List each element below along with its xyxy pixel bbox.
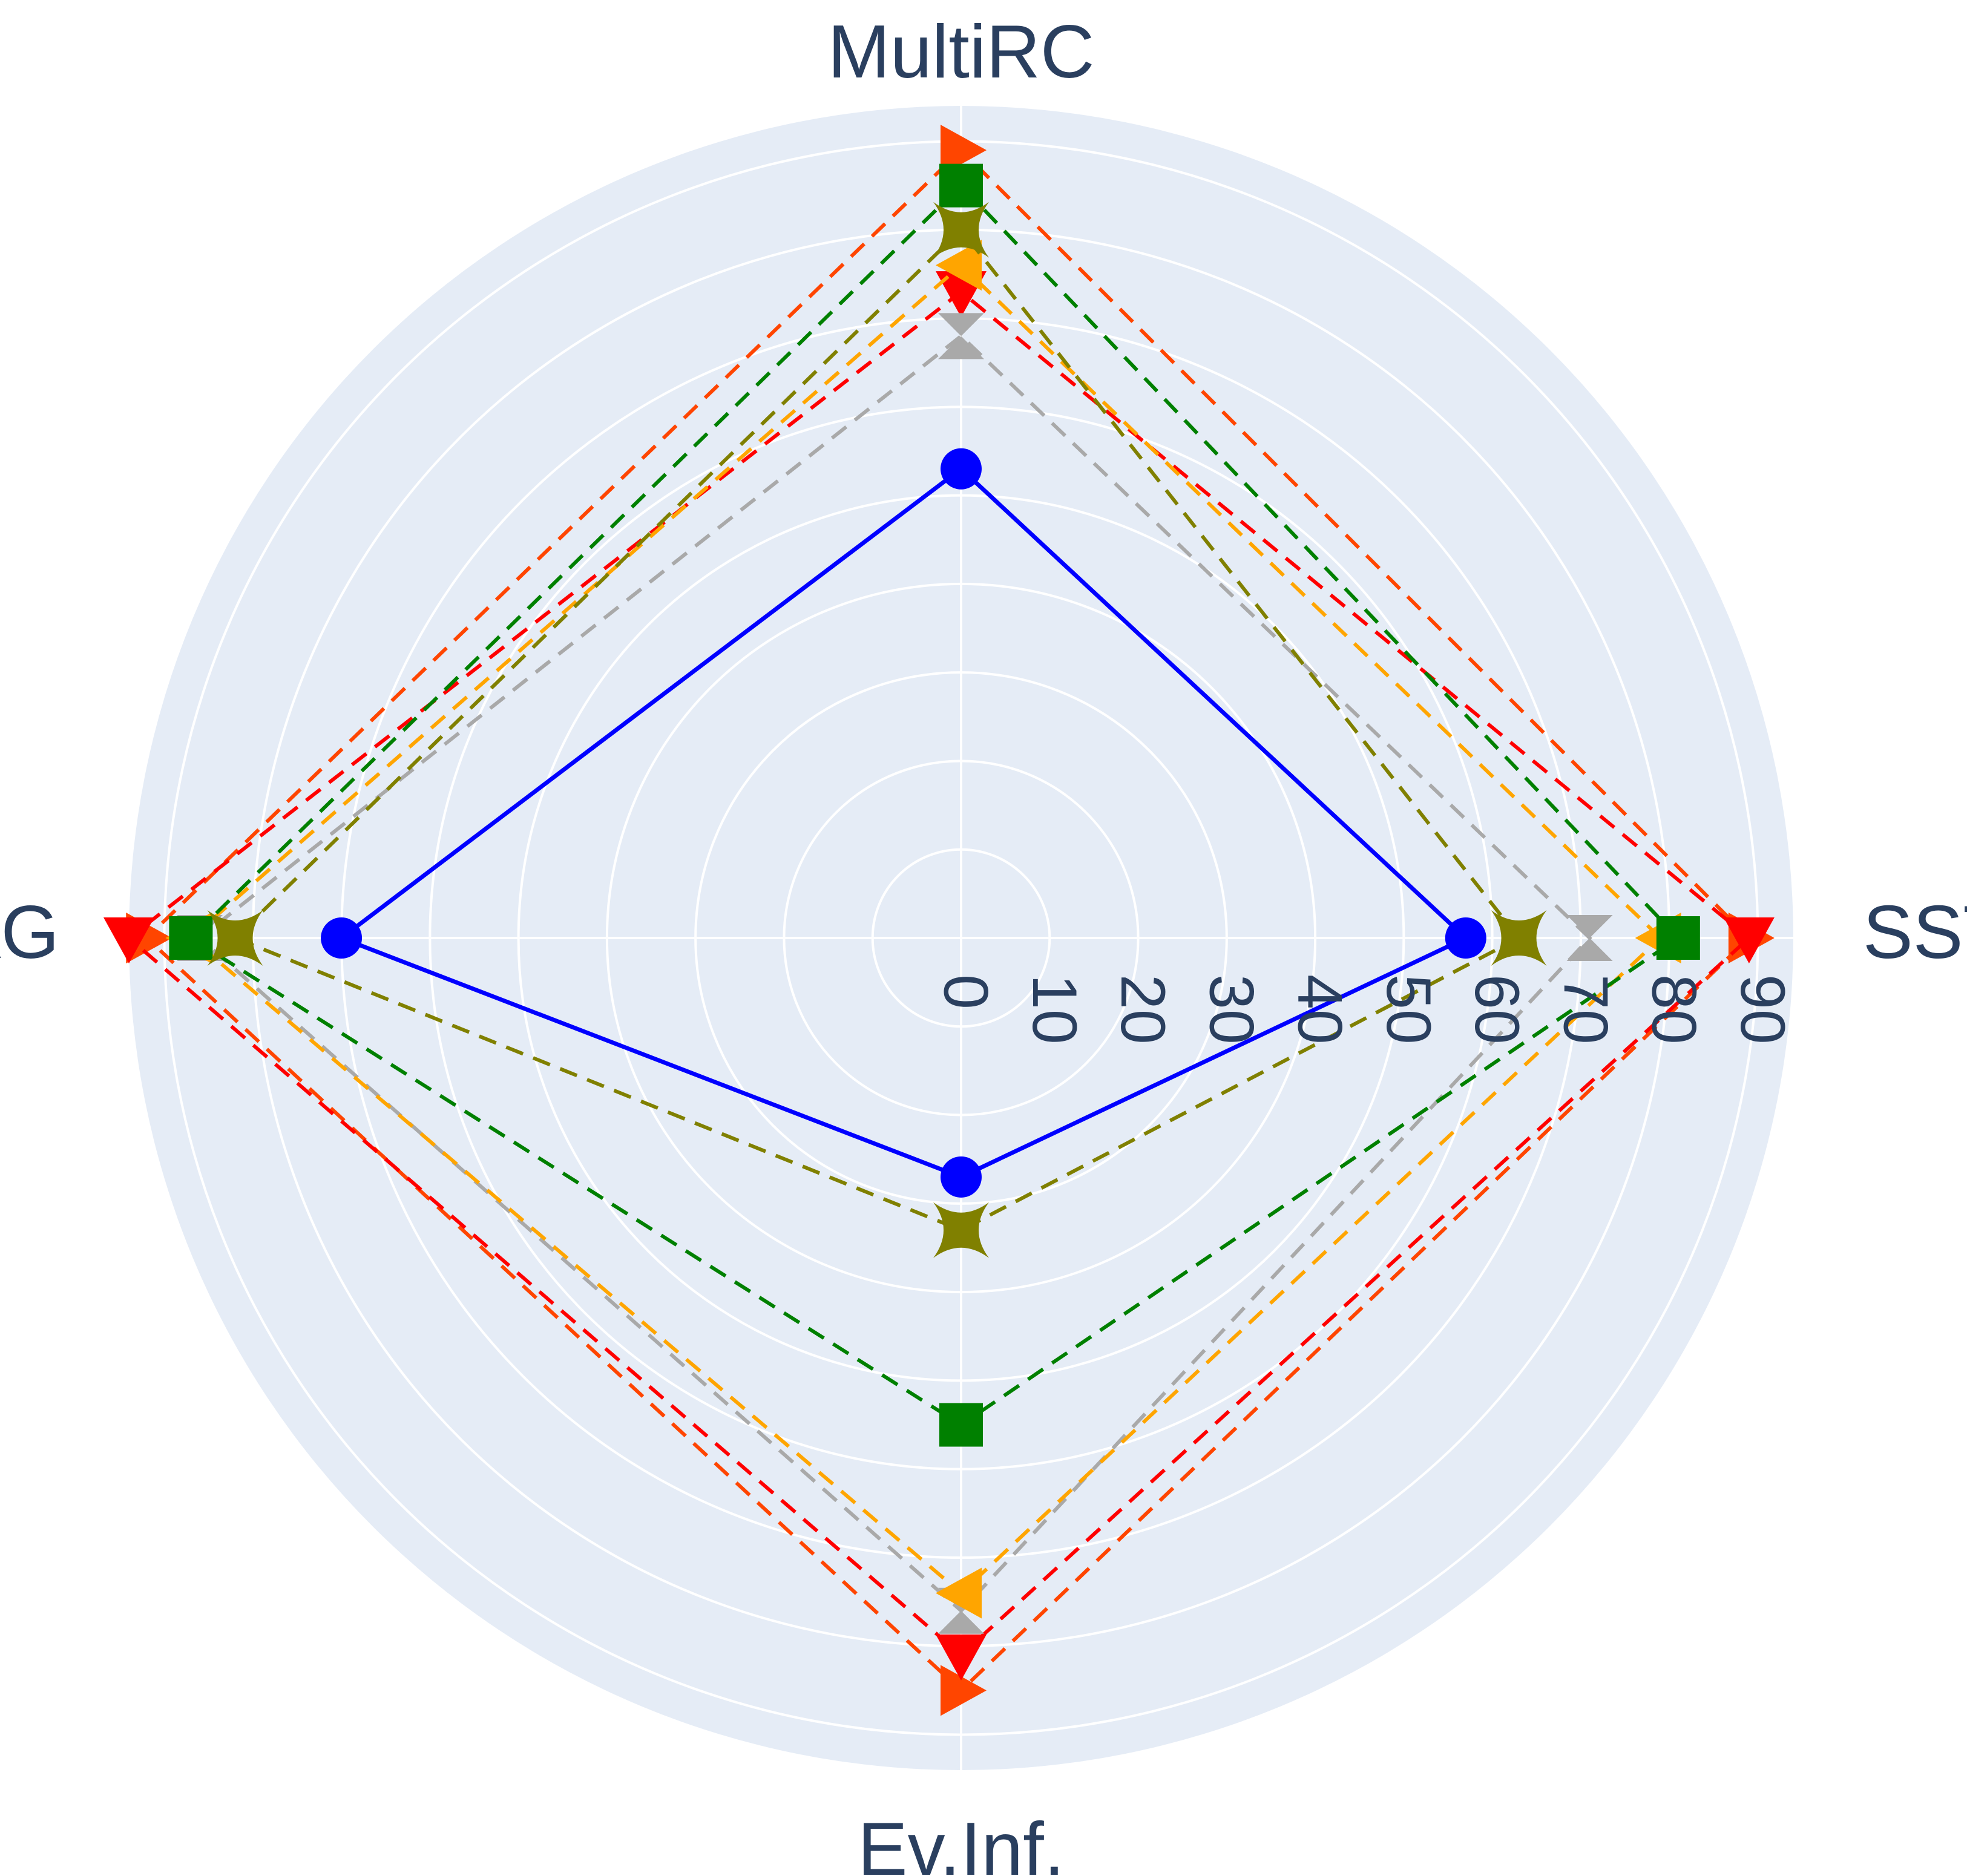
- radial-tick-30: 30: [1196, 974, 1266, 1045]
- series-4-point-multirc: [936, 240, 982, 291]
- series-3-point-ag: [169, 916, 213, 960]
- radial-tick-0: 0: [931, 974, 1001, 1009]
- series-6: [103, 271, 1775, 1681]
- series-1-point-sst: [1445, 917, 1486, 959]
- axis-label-multirc: MultiRC: [828, 10, 1095, 94]
- radial-tick-60: 60: [1462, 974, 1532, 1045]
- radial-tick-70: 70: [1550, 974, 1620, 1045]
- axis-label-evinf: Ev.Inf.: [858, 1808, 1065, 1876]
- series-7-point-evinf: [941, 1665, 987, 1716]
- series-2: [207, 202, 1547, 1258]
- series-2-point-ag: [207, 910, 263, 966]
- radial-tick-10: 10: [1019, 974, 1089, 1045]
- radial-tick-80: 80: [1639, 974, 1709, 1045]
- series-2-line: [232, 227, 1522, 1233]
- series-1-point-multirc: [941, 448, 982, 490]
- radial-tick-20: 20: [1108, 974, 1178, 1045]
- angular-axis-labels: SST MultiRC AG Ev.Inf.: [0, 10, 1967, 1876]
- series-2-point-multirc: [933, 202, 989, 258]
- axis-label-ag: AG: [0, 891, 59, 974]
- series-3-point-evinf: [939, 1403, 983, 1447]
- series-5-point-sst: [1566, 915, 1613, 961]
- series-5-point-multirc: [938, 313, 984, 359]
- radial-tick-40: 40: [1285, 974, 1355, 1045]
- series-6-point-ag: [103, 917, 154, 963]
- series-6-point-sst: [1723, 917, 1775, 963]
- series-group: [103, 125, 1775, 1716]
- series-4-point-evinf: [936, 1567, 982, 1619]
- series-3-point-sst: [1656, 916, 1700, 960]
- series-3-line: [188, 183, 1681, 1428]
- radial-tick-labels: 0 10 20 30 40 50 60 70 80 90: [931, 974, 1798, 1045]
- series-7-point-multirc: [941, 125, 987, 176]
- series-1: [321, 448, 1486, 1198]
- series-3: [169, 163, 1700, 1447]
- radial-tick-50: 50: [1373, 974, 1443, 1045]
- series-3-point-multirc: [939, 163, 983, 208]
- axis-label-sst: SST: [1863, 891, 1967, 974]
- series-2-point-evinf: [933, 1202, 989, 1258]
- series-1-point-ag: [321, 917, 363, 959]
- radial-tick-90: 90: [1727, 974, 1798, 1045]
- series-1-point-evinf: [941, 1156, 982, 1198]
- series-6-point-evinf: [936, 1634, 987, 1681]
- series-2-point-sst: [1491, 910, 1547, 966]
